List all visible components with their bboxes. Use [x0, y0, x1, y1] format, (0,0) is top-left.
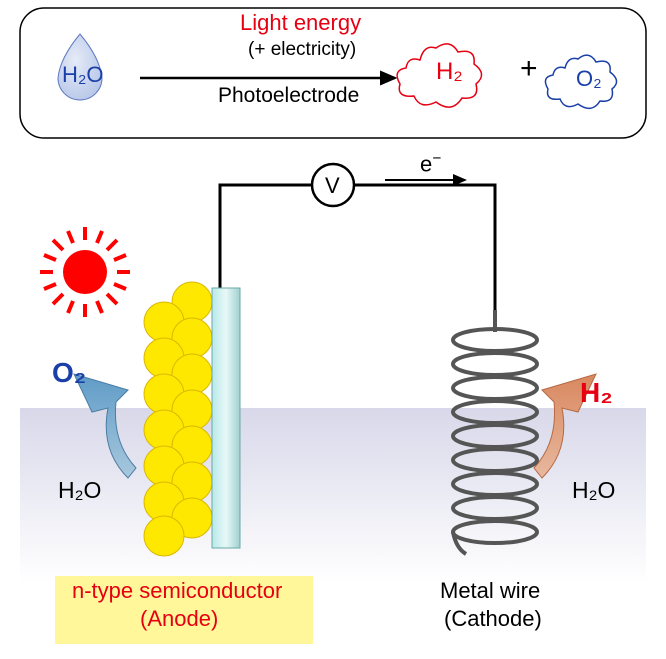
sun-icon — [40, 227, 130, 317]
plus-label: + — [520, 52, 538, 86]
light-energy-label: Light energy — [240, 10, 361, 36]
h2-cloud-label: H₂ — [436, 58, 463, 86]
cathode-h2o-label: H₂O — [572, 477, 615, 504]
anode-caption-2: (Anode) — [140, 606, 218, 632]
wire-right — [354, 185, 495, 310]
cathode-h2-label: H₂ — [580, 377, 613, 409]
anode-o2-label: O₂ — [52, 357, 86, 389]
wire-left — [220, 185, 312, 290]
voltmeter-label: V — [325, 173, 340, 199]
o2-cloud-label: O₂ — [576, 66, 602, 92]
electron-label: e− — [420, 150, 441, 177]
cathode-caption-1: Metal wire — [440, 578, 540, 604]
electricity-label: (+ electricity) — [248, 39, 356, 61]
anode-electrode — [212, 288, 240, 548]
anode-caption-1: n-type semiconductor — [72, 578, 282, 604]
diagram-canvas: H₂O Light energy (+ electricity) Photoel… — [0, 0, 666, 659]
anode-h2o-label: H₂O — [58, 477, 101, 504]
cathode-caption-2: (Cathode) — [444, 606, 542, 632]
photoelectrode-label: Photoelectrode — [218, 84, 359, 108]
water-drop-label: H₂O — [62, 62, 104, 88]
semiconductor-particles — [144, 282, 212, 556]
